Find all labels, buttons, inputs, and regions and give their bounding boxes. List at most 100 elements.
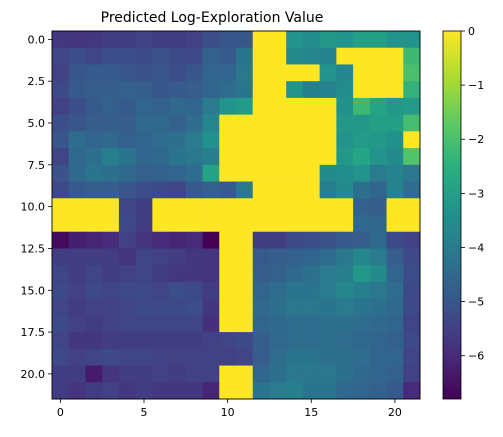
heatmap-cell — [252, 81, 270, 99]
heatmap-cell — [185, 265, 203, 283]
heatmap-cell — [169, 81, 187, 99]
heatmap-cell — [302, 365, 321, 383]
heatmap-cell — [286, 382, 304, 400]
heatmap-cell — [269, 348, 287, 366]
heatmap-cell — [403, 164, 421, 182]
heatmap-cell — [135, 315, 153, 333]
heatmap-cell — [286, 81, 304, 99]
x-tick-label: 5 — [141, 406, 148, 419]
heatmap-cell — [386, 248, 404, 266]
heatmap-cell — [403, 382, 421, 400]
heatmap-cell — [118, 114, 137, 132]
heatmap-cell — [118, 131, 137, 149]
heatmap-cell — [185, 198, 203, 216]
heatmap-cell — [252, 181, 270, 199]
heatmap-cell — [202, 47, 220, 65]
heatmap-cell — [219, 365, 237, 383]
heatmap-cell — [369, 81, 387, 99]
heatmap-cell — [85, 31, 103, 49]
heatmap-cell — [286, 31, 304, 49]
heatmap-cell — [269, 315, 287, 333]
heatmap-cell — [68, 248, 86, 266]
heatmap-cell — [152, 348, 170, 366]
heatmap-cell — [353, 382, 371, 400]
heatmap-cell — [236, 332, 254, 350]
heatmap-cell — [68, 348, 86, 366]
heatmap-cell — [269, 47, 287, 65]
heatmap-cell — [102, 298, 120, 316]
heatmap-cell — [219, 114, 237, 132]
colorbar-tick-label: −5 — [468, 296, 484, 309]
heatmap-cell — [252, 97, 270, 116]
heatmap-cell — [202, 198, 220, 216]
heatmap-frame — [51, 30, 421, 400]
heatmap-cell — [169, 315, 187, 333]
heatmap-cell — [319, 47, 337, 65]
heatmap-cell — [219, 315, 237, 333]
heatmap-cell — [169, 31, 187, 49]
heatmap-cell — [185, 382, 203, 400]
heatmap-cell — [236, 148, 254, 166]
heatmap-cell — [152, 181, 170, 199]
heatmap-cell — [185, 348, 203, 366]
heatmap-cell — [68, 31, 86, 49]
heatmap-cell — [52, 231, 70, 249]
heatmap-cell — [85, 298, 103, 316]
heatmap-cell — [336, 148, 354, 166]
heatmap-cell — [319, 348, 337, 366]
heatmap-cell — [319, 382, 337, 400]
heatmap-cell — [302, 114, 321, 132]
heatmap-cell — [152, 315, 170, 333]
heatmap-cell — [369, 265, 387, 283]
heatmap-cell — [185, 81, 203, 99]
heatmap-cell — [52, 298, 70, 316]
heatmap-cell — [152, 148, 170, 166]
heatmap-cell — [135, 47, 153, 65]
heatmap-cell — [85, 248, 103, 266]
heatmap-cell — [185, 148, 203, 166]
heatmap-cell — [118, 198, 137, 216]
heatmap-cell — [286, 97, 304, 116]
heatmap-cell — [369, 315, 387, 333]
y-axis: 0.0 2.5 5.0 7.5 10.0 12.5 15.0 17.5 20.0 — [21, 33, 52, 381]
heatmap-cell — [269, 215, 287, 233]
heatmap-cell — [85, 231, 103, 249]
heatmap-cell — [252, 315, 270, 333]
colorbar-tick-label: −1 — [468, 79, 484, 92]
heatmap-cell — [85, 81, 103, 99]
heatmap-cell — [353, 348, 371, 366]
heatmap-cell — [169, 198, 187, 216]
heatmap-cell — [319, 332, 337, 350]
heatmap-cell — [353, 198, 371, 216]
heatmap-cell — [219, 131, 237, 149]
heatmap-cell — [219, 215, 237, 233]
heatmap-cell — [319, 315, 337, 333]
heatmap-cell — [202, 148, 220, 166]
heatmap-cell — [286, 164, 304, 182]
heatmap-cell — [68, 298, 86, 316]
heatmap-cell — [68, 265, 86, 283]
heatmap-cell — [336, 47, 354, 65]
y-tick-label: 0.0 — [28, 33, 46, 46]
heatmap-cell — [85, 365, 103, 383]
heatmap-cell — [302, 298, 321, 316]
heatmap-cell — [118, 348, 137, 366]
heatmap-cell — [202, 298, 220, 316]
heatmap-cell — [286, 332, 304, 350]
heatmap-cell — [236, 47, 254, 65]
heatmap-cell — [152, 332, 170, 350]
heatmap-cell — [353, 332, 371, 350]
heatmap-cell — [269, 148, 287, 166]
heatmap-cell — [252, 164, 270, 182]
heatmap-cell — [319, 198, 337, 216]
heatmap-cell — [319, 265, 337, 283]
heatmap-cell — [219, 148, 237, 166]
heatmap-cell — [202, 248, 220, 266]
heatmap-cell — [386, 198, 404, 216]
heatmap-cell — [236, 31, 254, 49]
heatmap-cell — [102, 348, 120, 366]
heatmap-cell — [269, 281, 287, 300]
heatmap-cell — [102, 215, 120, 233]
heatmap-cell — [135, 31, 153, 49]
heatmap-cell — [269, 114, 287, 132]
